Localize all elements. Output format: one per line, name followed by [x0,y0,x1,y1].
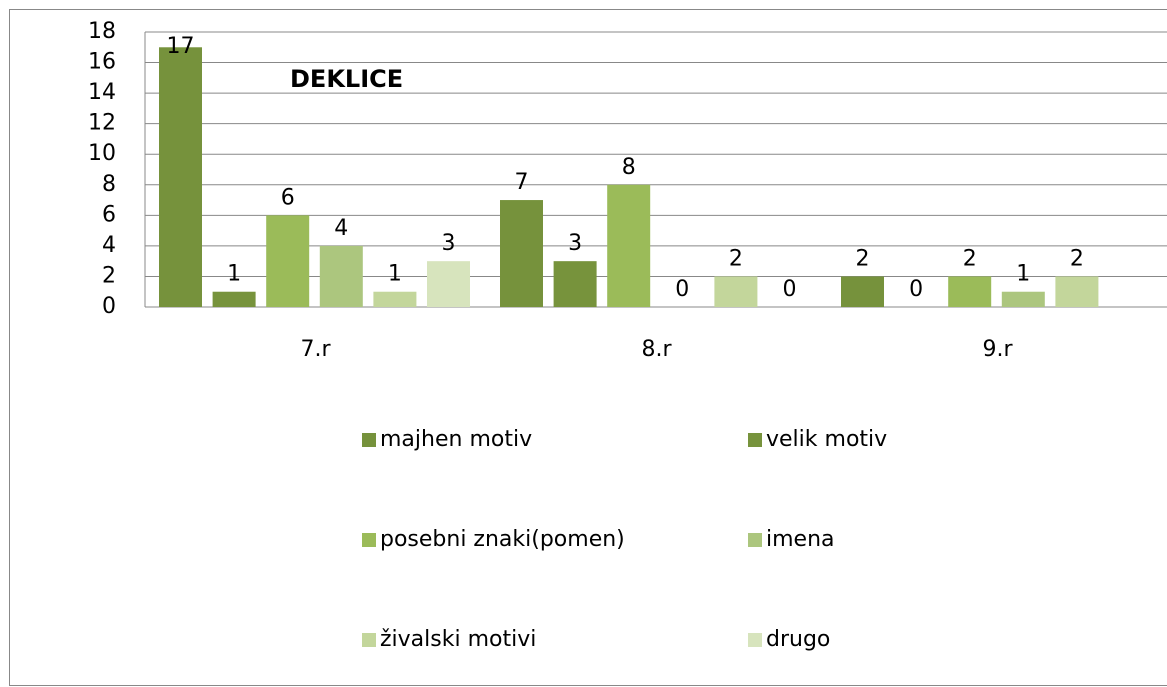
bar [266,215,310,307]
legend-label: majhen motiv [380,427,532,452]
x-tick-label: 7.r [300,337,331,362]
y-tick-label: 14 [88,80,116,105]
value-label: 0 [783,277,797,302]
value-label: 3 [568,231,582,256]
bar [373,291,417,307]
bar [500,200,543,307]
legend-label: velik motiv [766,427,887,452]
value-label: 4 [334,216,348,241]
chart-title: DEKLICE [290,65,403,93]
value-label: 7 [515,170,529,195]
value-label: 1 [388,262,402,287]
value-label: 3 [442,231,456,256]
bar [1001,291,1045,307]
bar [319,245,363,307]
legend-label: posebni znaki(pomen) [380,527,625,552]
bar [427,261,470,307]
value-label: 8 [622,155,636,180]
y-tick-label: 18 [88,19,116,44]
chart-frame [9,9,1167,686]
y-tick-label: 6 [102,202,116,227]
value-label: 1 [227,262,241,287]
legend-swatch [748,533,762,547]
bar [841,276,884,307]
value-label: 2 [1070,246,1084,271]
value-label: 1 [1016,262,1030,287]
legend-swatch [362,633,376,647]
bar [1055,276,1099,307]
y-tick-label: 12 [88,111,116,136]
y-tick-label: 10 [88,141,116,166]
value-label: 0 [675,277,689,302]
y-tick-label: 2 [102,263,116,288]
legend-label: drugo [766,627,830,652]
bar [607,184,651,307]
bar [212,291,256,307]
value-label: 17 [167,34,195,59]
bar [714,276,758,307]
bar [948,276,992,307]
bar [553,261,597,307]
legend-label: živalski motivi [380,627,536,652]
y-tick-label: 4 [102,233,116,258]
x-tick-label: 8.r [641,337,672,362]
y-tick-label: 16 [88,50,116,75]
value-label: 2 [963,246,977,271]
bar [159,47,202,308]
value-label: 2 [729,246,743,271]
y-tick-label: 0 [102,294,116,319]
legend-swatch [748,633,762,647]
legend-swatch [362,533,376,547]
legend-swatch [362,433,376,447]
value-label: 2 [856,246,870,271]
y-tick-label: 8 [102,172,116,197]
legend-swatch [748,433,762,447]
value-label: 6 [281,185,295,210]
value-label: 0 [909,277,923,302]
legend-label: imena [766,527,835,552]
x-tick-label: 9.r [982,337,1013,362]
